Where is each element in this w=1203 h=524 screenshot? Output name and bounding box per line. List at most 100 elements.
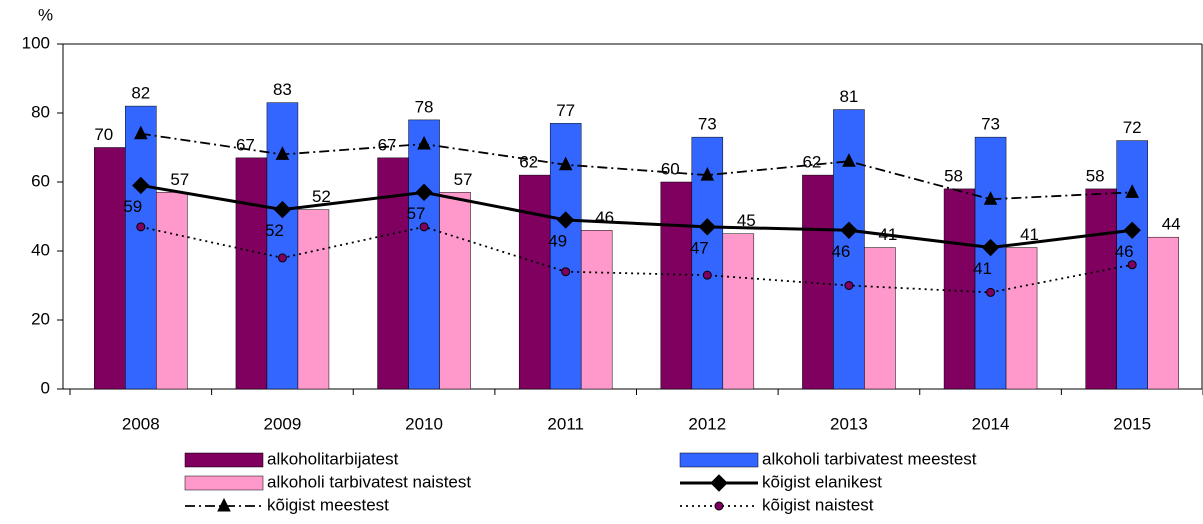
marker [842,153,856,167]
x-tick-label: 2010 [405,414,443,433]
data-label: 72 [1123,118,1142,137]
data-label: 52 [312,187,331,206]
data-label: 73 [698,115,717,134]
bar [722,233,755,390]
y-tick-label: 60 [31,171,50,190]
data-label: 62 [519,153,538,172]
marker [702,270,712,280]
data-label: 58 [1086,166,1105,185]
marker [415,183,433,202]
data-label: 73 [981,115,1000,134]
data-label: 59 [123,197,142,216]
x-tick-label: 2011 [547,414,584,433]
data-label: 49 [548,231,567,250]
bar [802,174,834,390]
data-label: 57 [454,170,473,189]
data-label: 52 [265,221,284,240]
data-label: 83 [273,80,292,99]
marker [1125,184,1139,198]
data-label: 67 [378,135,397,154]
x-tick-label: 2014 [972,414,1010,433]
marker [1123,221,1141,240]
marker [561,267,571,277]
bar [660,181,693,390]
data-label: 46 [1115,242,1134,261]
x-tick-label: 2015 [1113,414,1151,433]
data-label: 70 [94,125,113,144]
legend-swatch [679,452,759,468]
bar [156,192,188,390]
legend-marker [217,497,231,512]
bar [408,119,440,390]
marker [556,211,575,229]
y-tick-label: 20 [31,309,50,328]
legend-label: alkoholitarbijatest [267,449,399,468]
legend-marker [714,501,724,511]
data-label: 77 [556,101,575,120]
data-label: 78 [415,97,434,116]
marker [419,222,429,232]
data-label: 67 [236,135,255,154]
line [140,132,1133,201]
bar [439,192,471,390]
marker [134,125,148,140]
legend-swatch [184,452,264,468]
y-tick-label: 40 [31,240,50,259]
bar [943,188,976,390]
marker [277,253,287,263]
marker [698,218,717,236]
legend-label: alkoholi tarbivatest naistest [267,472,471,491]
legend-label: kõigist naistest [762,495,874,514]
data-label: 62 [802,153,821,172]
data-label: 47 [690,238,709,257]
x-tick-label: 2013 [830,414,868,433]
y-tick-label: 0 [41,378,50,397]
bar [94,147,126,390]
bar [377,157,409,390]
data-label: 57 [407,204,426,223]
marker [700,166,715,181]
bar [1147,236,1179,390]
marker [275,146,290,160]
data-label: 58 [944,166,963,185]
x-tick-label: 2012 [688,414,726,433]
line [140,183,1133,250]
marker [558,156,573,171]
bar [864,247,896,390]
legend-marker [710,474,728,492]
marker [273,200,292,219]
legend-label: kõigist elanikest [762,472,882,491]
legend-label: alkoholi tarbivatest meestest [762,449,977,468]
bar [266,102,299,390]
bar [1005,247,1038,390]
y-axis-label: % [38,5,53,24]
marker [132,176,150,195]
marker [986,287,996,297]
marker [1127,260,1137,270]
legend-label: kõigist meestest [267,495,389,514]
y-tick-label: 80 [31,102,50,121]
bar [125,105,157,390]
marker [840,221,858,240]
bar [580,230,613,390]
bar [235,157,268,390]
data-label: 81 [839,87,858,106]
bar [833,109,865,390]
data-label: 45 [737,211,756,230]
data-label: 46 [595,208,614,227]
data-label: 44 [1162,215,1181,234]
marker [417,135,431,150]
line [140,225,1133,294]
x-tick-label: 2009 [264,414,302,433]
marker [844,281,854,290]
data-label: 60 [661,159,680,178]
data-label: 57 [170,170,189,189]
data-label: 41 [973,259,992,278]
marker [136,222,146,232]
bar [1085,188,1117,390]
marker [983,191,998,205]
legend-swatch [184,475,264,491]
data-label: 82 [131,84,150,103]
bar [297,209,330,390]
